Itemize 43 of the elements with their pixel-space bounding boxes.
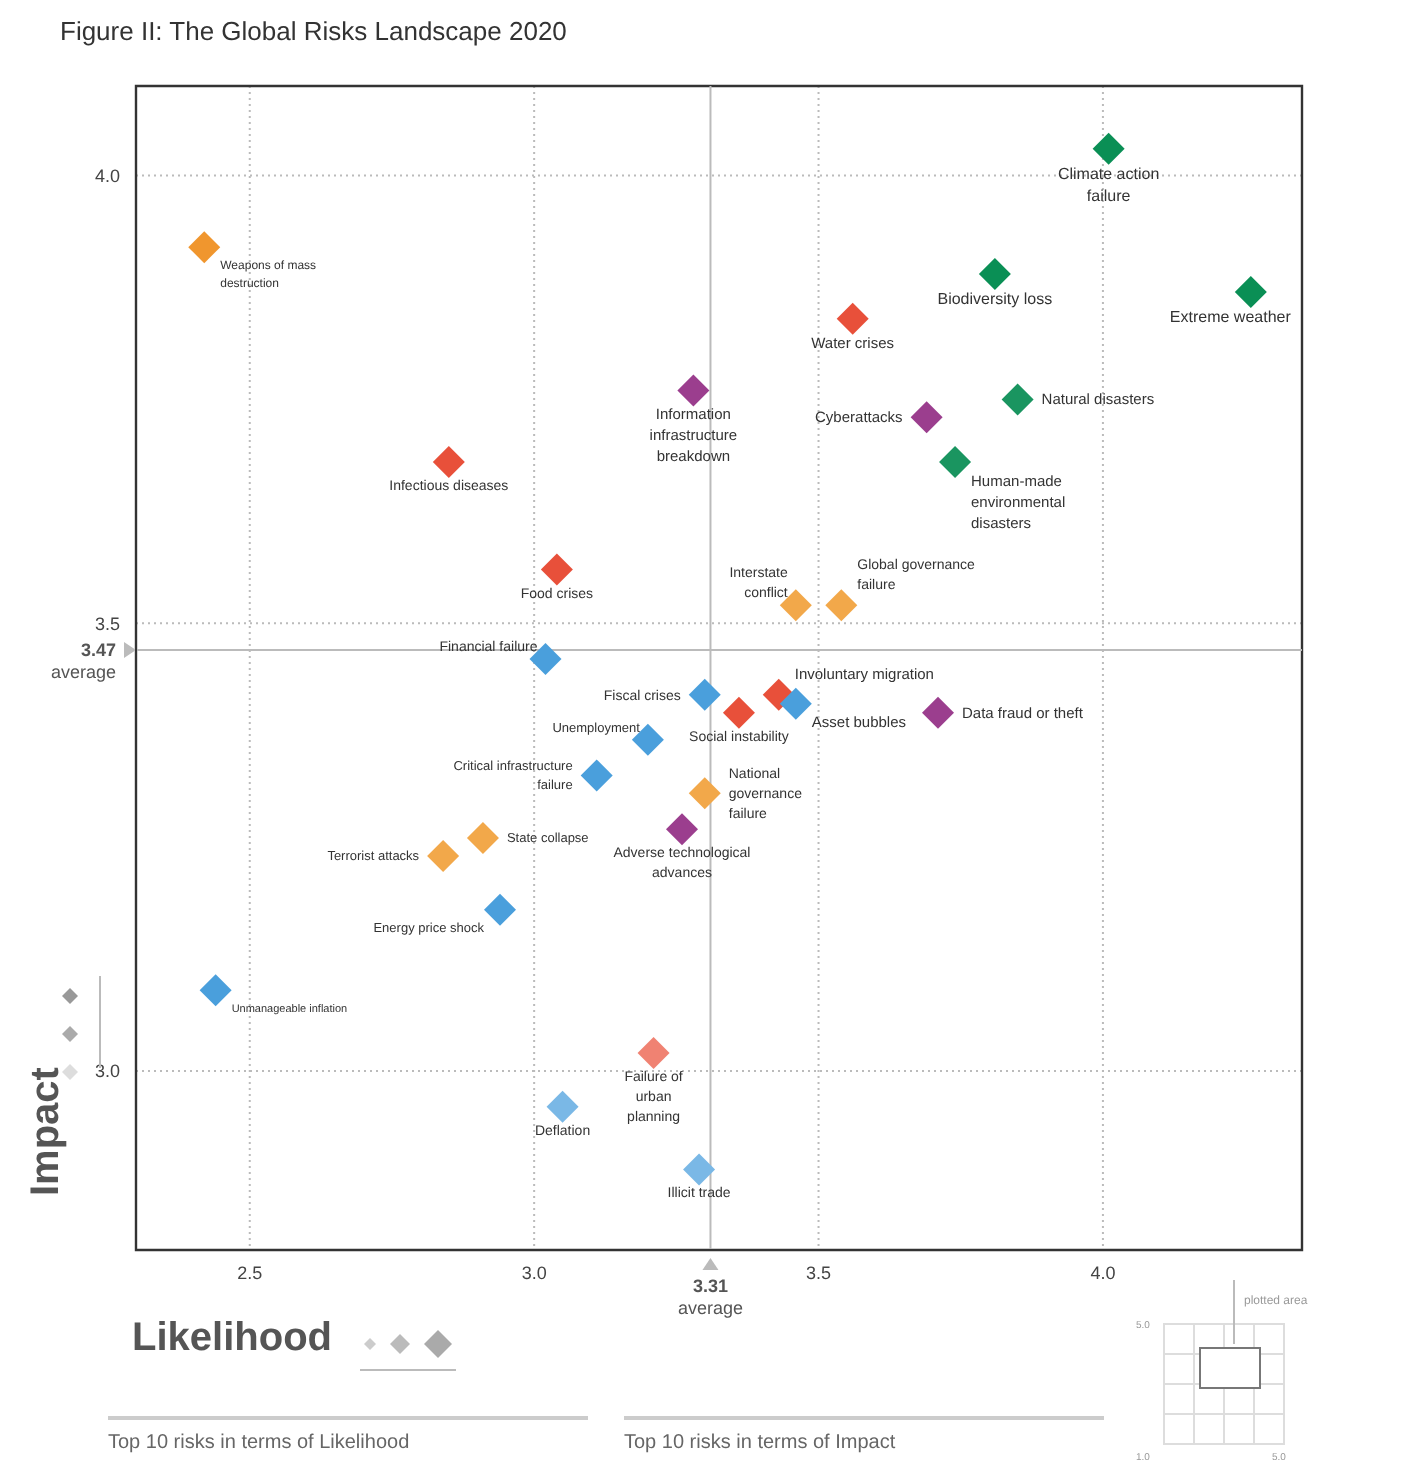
point bbox=[779, 687, 812, 720]
x-tick-label: 3.5 bbox=[806, 1262, 832, 1283]
point bbox=[466, 822, 499, 855]
x-tick-label: 2.5 bbox=[237, 1262, 263, 1283]
point bbox=[1234, 275, 1267, 308]
point bbox=[637, 1037, 670, 1070]
point bbox=[825, 589, 858, 622]
point bbox=[683, 1153, 716, 1186]
point bbox=[722, 696, 755, 729]
y-tick-label: 3.5 bbox=[94, 613, 120, 634]
text: Top 10 risks in terms of Impact bbox=[624, 1416, 1104, 1454]
ref-line-label: 3.31 average bbox=[677, 1276, 743, 1318]
point bbox=[921, 696, 954, 729]
ref-line-label: 3.47 average bbox=[50, 640, 116, 683]
point bbox=[188, 231, 221, 264]
y-tick-label: 3.0 bbox=[94, 1061, 120, 1082]
point bbox=[580, 759, 613, 792]
point bbox=[540, 553, 573, 586]
series-label: Biodiversity loss bbox=[937, 290, 1053, 309]
point bbox=[939, 446, 972, 479]
point bbox=[1092, 132, 1125, 165]
point bbox=[199, 974, 232, 1007]
point bbox=[546, 1090, 579, 1123]
x-axis-title: Likelihood bbox=[132, 1316, 332, 1362]
text: Top 10 risks in terms of Likelihood bbox=[108, 1416, 588, 1454]
y-axis-title: Impact bbox=[24, 1067, 70, 1196]
point bbox=[484, 893, 517, 926]
series-label: Extreme weather bbox=[1169, 307, 1292, 326]
x-tick-label: 3.0 bbox=[521, 1262, 547, 1283]
series-label: Climate action failure bbox=[1057, 164, 1160, 205]
point bbox=[688, 678, 721, 711]
point bbox=[432, 446, 465, 479]
point bbox=[978, 258, 1011, 291]
x-tick-label: 4.0 bbox=[1090, 1262, 1116, 1283]
point bbox=[1001, 383, 1034, 416]
point bbox=[666, 813, 699, 846]
y-tick-label: 4.0 bbox=[94, 165, 120, 186]
point bbox=[688, 777, 721, 810]
point bbox=[677, 374, 710, 407]
point bbox=[836, 302, 869, 335]
point bbox=[910, 401, 943, 434]
chart-title: Figure II: The Global Risks Landscape 2020 bbox=[60, 16, 567, 46]
point bbox=[427, 840, 460, 873]
